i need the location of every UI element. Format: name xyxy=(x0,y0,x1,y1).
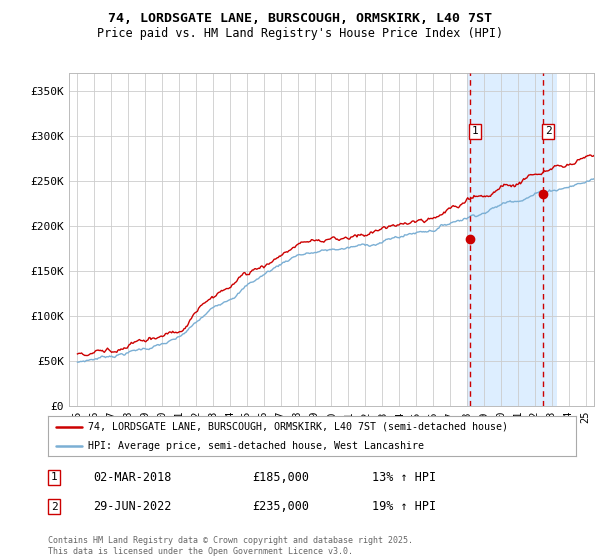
Text: 29-JUN-2022: 29-JUN-2022 xyxy=(93,500,172,514)
Text: 74, LORDSGATE LANE, BURSCOUGH, ORMSKIRK, L40 7ST: 74, LORDSGATE LANE, BURSCOUGH, ORMSKIRK,… xyxy=(108,12,492,25)
Text: 2: 2 xyxy=(545,127,551,136)
Text: 1: 1 xyxy=(472,127,478,136)
Text: £235,000: £235,000 xyxy=(252,500,309,514)
Text: Price paid vs. HM Land Registry's House Price Index (HPI): Price paid vs. HM Land Registry's House … xyxy=(97,27,503,40)
Text: 74, LORDSGATE LANE, BURSCOUGH, ORMSKIRK, L40 7ST (semi-detached house): 74, LORDSGATE LANE, BURSCOUGH, ORMSKIRK,… xyxy=(88,422,508,432)
Text: 2: 2 xyxy=(50,502,58,512)
Text: 13% ↑ HPI: 13% ↑ HPI xyxy=(372,470,436,484)
Text: 1: 1 xyxy=(50,472,58,482)
Text: £185,000: £185,000 xyxy=(252,470,309,484)
Text: Contains HM Land Registry data © Crown copyright and database right 2025.
This d: Contains HM Land Registry data © Crown c… xyxy=(48,536,413,556)
Text: 02-MAR-2018: 02-MAR-2018 xyxy=(93,470,172,484)
Text: HPI: Average price, semi-detached house, West Lancashire: HPI: Average price, semi-detached house,… xyxy=(88,441,424,450)
Text: 19% ↑ HPI: 19% ↑ HPI xyxy=(372,500,436,514)
Bar xyxy=(467,73,557,406)
